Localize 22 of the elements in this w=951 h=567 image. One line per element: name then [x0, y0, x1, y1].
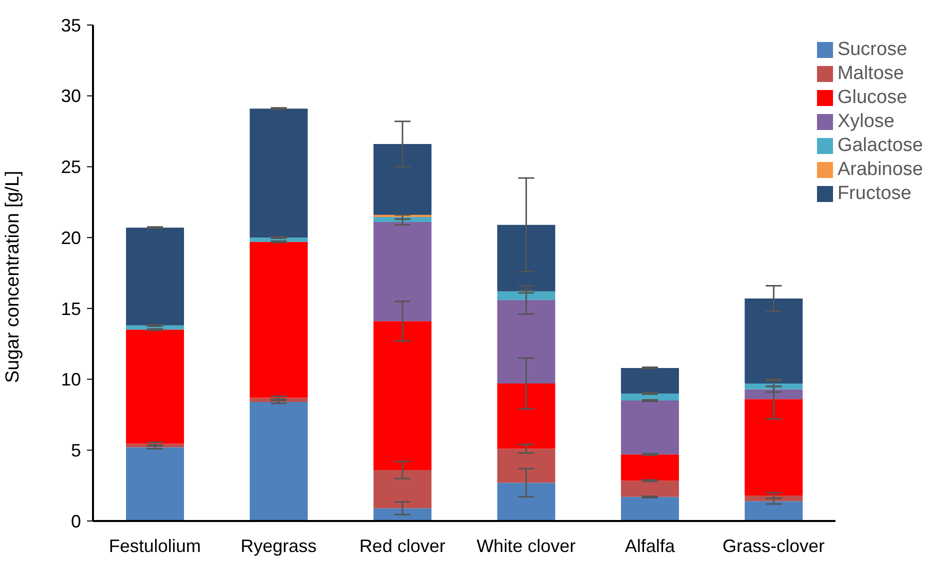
y-tick-label: 30: [60, 86, 81, 106]
x-tick-label: Alfalfa: [624, 536, 676, 556]
legend-label: Fructose: [837, 183, 912, 204]
y-tick-label: 10: [60, 370, 81, 390]
x-tick-label: Red clover: [359, 536, 446, 556]
y-tick-label: 20: [60, 228, 81, 248]
legend-label: Arabinose: [837, 159, 923, 180]
legend-label: Glucose: [837, 87, 908, 108]
y-tick-label: 5: [70, 440, 81, 461]
y-tick-label: 15: [60, 298, 81, 319]
y-tick-label: 25: [60, 157, 81, 178]
x-tick-label: Grass-clover: [722, 536, 825, 556]
legend-label: Galactose: [837, 135, 923, 156]
legend-label: Sucrose: [837, 39, 908, 60]
legend-label: Xylose: [837, 111, 894, 132]
legend-label: Maltose: [837, 63, 904, 84]
y-tick-label: 35: [60, 15, 81, 36]
x-tick-label: Ryegrass: [240, 536, 317, 556]
y-tick-label: 0: [70, 511, 81, 532]
y-axis-title: Sugar concentration [g/L]: [2, 170, 24, 383]
x-tick-label: Festulolium: [108, 536, 201, 556]
x-tick-label: White clover: [476, 536, 576, 556]
